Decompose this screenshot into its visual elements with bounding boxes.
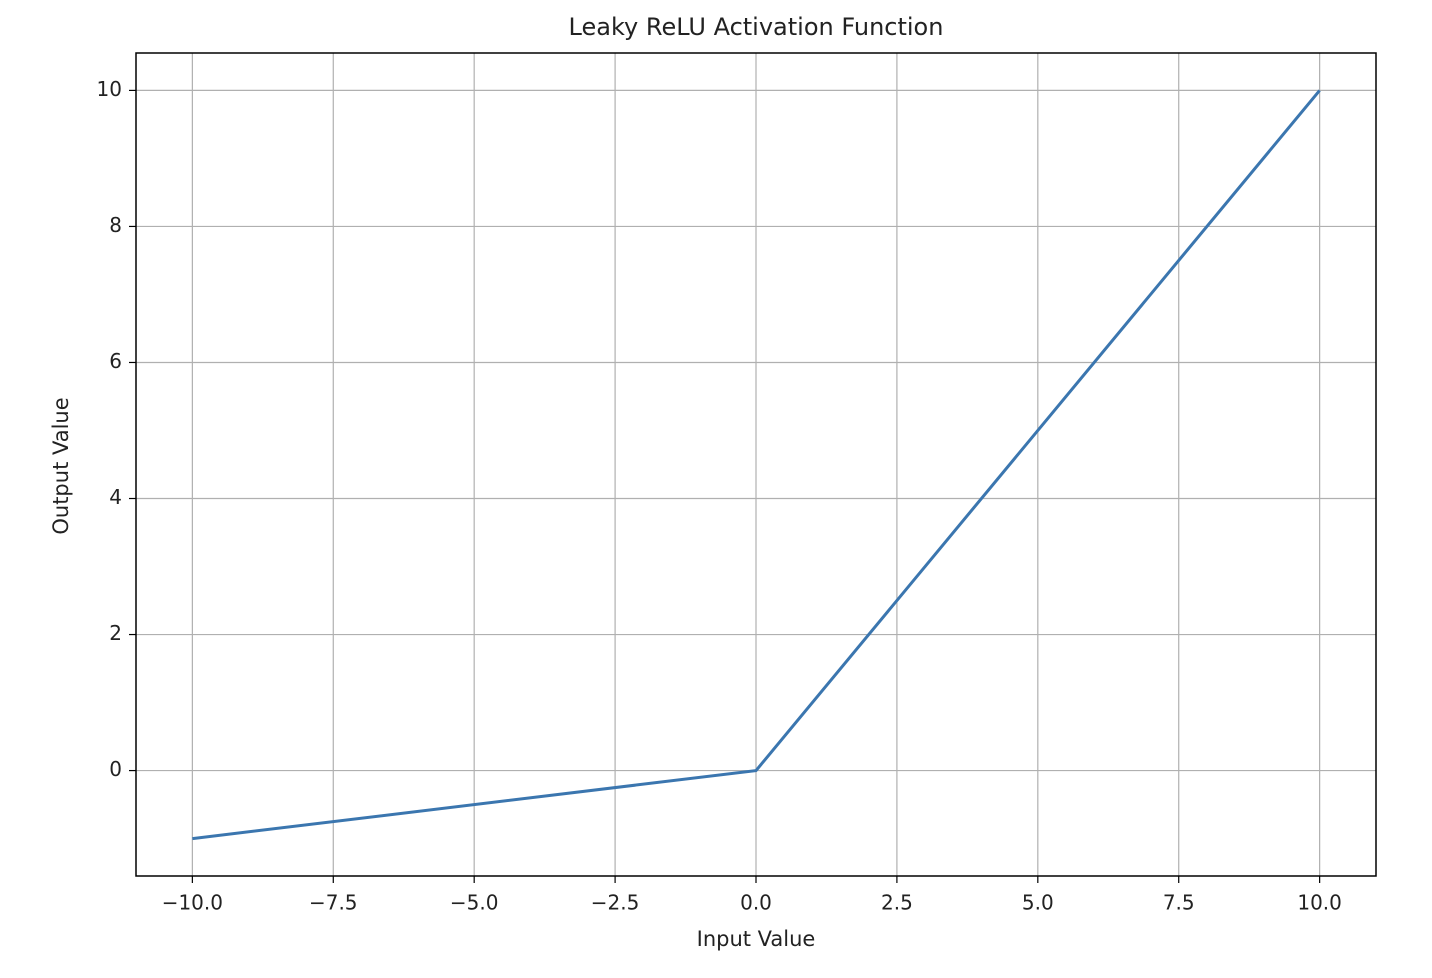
data-line [192,89,1321,841]
x-tick-label: 0.0 [740,891,772,915]
y-tick-label: 0 [109,757,122,781]
x-tick-label: −2.5 [591,891,640,915]
y-tick-label: 10 [97,77,122,101]
x-tick-label: 10.0 [1297,891,1342,915]
x-axis-label: Input Value [697,927,816,951]
plot-frame [135,52,1377,877]
x-tick-label: −10.0 [162,891,223,915]
x-tick-label: 5.0 [1022,891,1054,915]
x-tick-label: 2.5 [881,891,913,915]
y-tick-label: 6 [109,349,122,373]
y-tick-label: 8 [109,213,122,237]
y-axis-label: Output Value [49,397,73,534]
x-tick-label: −7.5 [309,891,358,915]
chart-title: Leaky ReLU Activation Function [569,13,944,41]
x-tick-label: 7.5 [1163,891,1195,915]
y-tick-label: 2 [109,621,122,645]
x-tick-label: −5.0 [450,891,499,915]
y-tick-label: 4 [109,485,122,509]
